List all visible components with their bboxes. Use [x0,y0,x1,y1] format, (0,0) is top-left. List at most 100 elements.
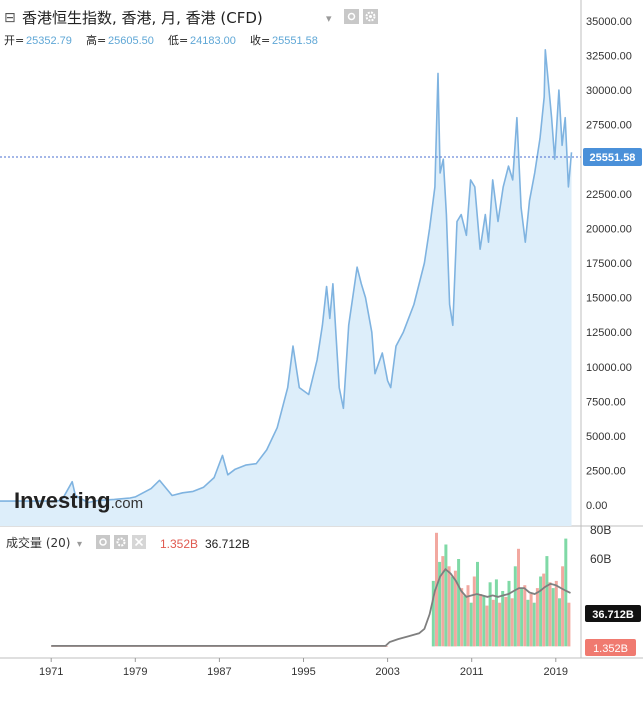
volume-bar[interactable] [479,594,483,647]
price-tick-label: 12500.00 [586,327,632,339]
ohlc-value: 24183.00 [190,35,236,47]
volume-bar[interactable] [548,582,552,647]
volume-bar[interactable] [564,538,568,647]
volume-bar[interactable] [485,605,489,647]
ohlc-value: 25605.50 [108,35,154,47]
price-tick-label: 35000.00 [586,16,632,28]
volume-close-icon[interactable] [132,535,146,549]
volume-bar[interactable] [551,588,555,647]
price-tick-label: 10000.00 [586,362,632,374]
volume-ma-badge [585,605,641,622]
title-dropdown-icon[interactable]: ▾ [326,12,332,25]
volume-bar[interactable] [513,566,517,647]
volume-bar[interactable] [510,598,514,647]
volume-bar[interactable] [441,556,445,647]
volume-bar[interactable] [494,579,498,647]
volume-ma-line[interactable] [51,567,571,647]
volume-bars-layer [51,532,571,647]
volume-bar[interactable] [460,588,464,647]
watermark-brand: Investing [14,488,111,513]
volume-bar[interactable] [463,595,467,647]
volume-bar[interactable] [504,596,508,647]
price-tick-label: 22500.00 [586,189,632,201]
volume-current-value: 1.352B [160,537,198,551]
time-tick-label: 2003 [375,666,399,678]
volume-bar[interactable] [469,602,473,647]
volume-bar[interactable] [501,591,505,647]
volume-bar[interactable] [498,602,502,647]
volume-tick-label: 60B [590,552,611,566]
volume-bar[interactable] [567,602,571,647]
price-tick-label: 2500.00 [586,466,626,478]
volume-bar[interactable] [447,566,451,647]
visibility-icon[interactable] [344,9,359,24]
volume-bar[interactable] [444,544,448,647]
volume-bar[interactable] [476,561,479,647]
volume-bar[interactable] [545,556,549,647]
volume-bar[interactable] [532,602,536,647]
time-tick-label: 2019 [544,666,568,678]
volume-ma-value: 36.712B [205,537,250,551]
price-axis[interactable]: 35000.0032500.0030000.0027500.0025000.00… [586,16,632,512]
time-axis[interactable]: 1971 1979 1987 1995 2003 2011 2019 [39,658,568,678]
price-line[interactable] [0,49,573,504]
last-volume-label: 1.352B [593,643,628,655]
price-tick-label: 30000.00 [586,85,632,97]
volume-visibility-icon[interactable] [96,535,110,549]
volume-bar[interactable] [491,599,495,647]
volume-bar[interactable] [542,573,546,647]
last-price-label: 25551.58 [590,152,636,164]
volume-bar[interactable] [520,588,524,647]
volume-bar[interactable] [472,576,476,647]
price-tick-label: 20000.00 [586,223,632,235]
price-area-layer [0,49,573,526]
time-tick-label: 1987 [207,666,231,678]
collapse-icon[interactable]: ⊟ [4,10,16,26]
price-tick-label: 32500.00 [586,50,632,62]
watermark-suffix: .com [111,495,144,512]
volume-bar[interactable] [466,585,470,647]
volume-bar[interactable] [517,548,520,647]
volume-ma-axis-label: 36.712B [592,609,634,621]
price-tick-label: 15000.00 [586,293,632,305]
time-tick-label: 1971 [39,666,63,678]
volume-bar[interactable] [438,561,442,647]
price-tick-label: 17500.00 [586,258,632,270]
ohlc-label: 开= [4,34,24,47]
volume-bar[interactable] [482,595,486,647]
volume-bar[interactable] [457,559,461,647]
volume-bar[interactable] [526,599,530,647]
volume-bar[interactable] [431,580,435,647]
ohlc-value: 25352.79 [26,35,72,47]
volume-bar[interactable] [523,585,527,647]
volume-settings-icon[interactable] [114,535,128,549]
time-tick-label: 1995 [291,666,315,678]
volume-bar[interactable] [435,532,438,647]
time-tick-label: 1979 [123,666,147,678]
volume-bar[interactable] [535,588,539,647]
volume-bar[interactable] [554,580,558,647]
ohlc-value: 25551.58 [272,35,318,47]
price-area-fill [0,49,572,526]
ohlc-values: 开= 25352.79 高= 25605.50 低= 24183.00 收= 25551.58 [4,33,318,47]
price-tick-label: 0.00 [586,500,607,512]
volume-bar[interactable] [453,570,457,647]
volume-bar[interactable] [450,576,454,647]
volume-bar[interactable] [529,594,533,647]
volume-ma-layer [51,567,571,647]
volume-bar[interactable] [558,598,561,647]
volume-bar[interactable] [561,566,565,647]
volume-bar[interactable] [507,580,511,647]
price-tick-label: 27500.00 [586,120,632,132]
price-tick-label: 5000.00 [586,431,626,443]
volume-tick-label: 80B [590,523,611,537]
volume-title: 成交量 (20) [6,535,70,550]
volume-bar[interactable] [488,582,492,647]
settings-gear-icon[interactable] [363,9,378,24]
ohlc-label: 收= [250,33,270,47]
price-tick-label: 7500.00 [586,396,626,408]
volume-dropdown-icon[interactable]: ▾ [77,539,82,550]
volume-bar[interactable] [539,576,543,647]
ohlc-label: 低= [168,34,188,47]
